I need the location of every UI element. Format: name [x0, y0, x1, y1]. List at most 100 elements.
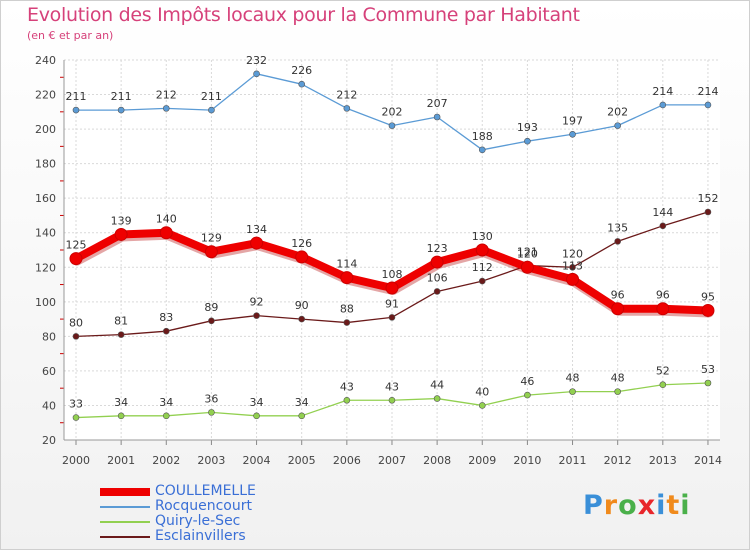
- data-point: [162, 105, 170, 112]
- legend-swatch: [100, 506, 150, 508]
- data-label: 46: [520, 375, 534, 388]
- data-point: [208, 106, 215, 114]
- data-point: [659, 101, 667, 109]
- data-label: 34: [114, 396, 128, 409]
- data-label: 89: [204, 301, 218, 314]
- data-label: 120: [517, 247, 538, 260]
- data-point: [72, 333, 80, 340]
- data-label: 114: [336, 258, 357, 271]
- data-point: [388, 396, 396, 404]
- data-point: [385, 281, 399, 295]
- y-tick-label: 200: [35, 123, 56, 136]
- data-label: 53: [701, 363, 715, 376]
- x-tick-label: 2013: [649, 454, 677, 467]
- proxiti-logo: Proxiti: [583, 490, 691, 521]
- x-tick-label: 2008: [423, 454, 451, 467]
- data-point: [614, 388, 621, 395]
- data-point: [430, 255, 444, 269]
- data-label: 95: [701, 290, 715, 303]
- data-point: [253, 412, 260, 420]
- data-label: 106: [427, 271, 448, 284]
- x-tick-label: 2014: [694, 454, 722, 467]
- data-label: 140: [156, 213, 177, 226]
- data-label: 33: [69, 398, 83, 411]
- data-label: 197: [562, 114, 583, 127]
- data-point: [208, 317, 215, 325]
- data-point: [298, 315, 306, 323]
- data-label: 43: [385, 380, 399, 393]
- chart-title: Evolution des Impôts locaux pour la Comm…: [27, 4, 580, 26]
- data-label: 81: [114, 315, 128, 328]
- data-point: [478, 277, 486, 285]
- data-label: 152: [697, 192, 718, 205]
- data-point: [117, 331, 125, 338]
- data-label: 126: [291, 237, 312, 250]
- y-tick-label: 80: [42, 330, 56, 343]
- data-point: [250, 236, 264, 250]
- data-label: 88: [340, 303, 354, 316]
- y-tick-label: 160: [35, 192, 56, 205]
- data-point: [343, 396, 351, 404]
- x-tick-label: 2001: [107, 454, 135, 467]
- x-tick-label: 2002: [152, 454, 180, 467]
- legend-label: Rocquencourt: [155, 498, 252, 514]
- y-tick-label: 180: [35, 158, 56, 171]
- data-label: 48: [566, 372, 580, 385]
- data-label: 91: [385, 297, 399, 310]
- data-point: [388, 122, 396, 129]
- data-point: [478, 402, 486, 409]
- data-label: 207: [427, 97, 448, 110]
- data-point: [614, 238, 621, 245]
- data-point: [569, 130, 576, 138]
- data-label: 44: [430, 379, 444, 392]
- data-label: 212: [156, 88, 177, 101]
- data-label: 121: [517, 246, 538, 259]
- chart-subtitle: (en € et par an): [27, 29, 114, 42]
- y-tick-label: 40: [42, 399, 56, 412]
- data-label: 134: [246, 223, 267, 236]
- x-tick-label: 2004: [243, 454, 271, 467]
- data-point: [569, 263, 576, 271]
- data-point: [159, 226, 173, 240]
- data-label: 202: [607, 106, 628, 119]
- data-label: 52: [656, 365, 670, 378]
- data-point: [704, 208, 712, 216]
- data-label: 108: [381, 268, 402, 281]
- data-label: 211: [111, 90, 132, 103]
- data-label: 90: [295, 299, 309, 312]
- legend-label: COULLEMELLE: [155, 483, 256, 499]
- legend-label: Quiry-le-Sec: [155, 513, 241, 529]
- data-point: [343, 105, 351, 112]
- data-point: [704, 101, 712, 109]
- y-tick-label: 220: [35, 89, 56, 102]
- data-point: [343, 319, 351, 326]
- data-label: 202: [381, 106, 402, 119]
- data-label: 112: [472, 261, 493, 274]
- data-label: 211: [66, 90, 87, 103]
- data-point: [253, 312, 260, 319]
- data-label: 120: [562, 247, 583, 260]
- data-point: [520, 260, 534, 274]
- data-point: [69, 252, 83, 266]
- x-tick-label: 2009: [468, 454, 496, 467]
- data-label: 232: [246, 54, 267, 67]
- data-label: 212: [336, 88, 357, 101]
- data-label: 123: [427, 242, 448, 255]
- data-point: [208, 409, 215, 416]
- data-label: 193: [517, 121, 538, 134]
- legend-swatch: [100, 488, 150, 496]
- y-tick-label: 140: [35, 227, 56, 240]
- data-label: 43: [340, 380, 354, 393]
- data-label: 188: [472, 130, 493, 143]
- data-point: [117, 412, 125, 420]
- data-point: [162, 327, 170, 335]
- legend-swatch: [100, 521, 150, 523]
- x-tick-label: 2007: [378, 454, 406, 467]
- data-point: [433, 113, 441, 121]
- legend-label: Esclainvillers: [155, 528, 246, 544]
- data-point: [478, 146, 486, 154]
- data-point: [72, 106, 80, 114]
- data-label: 129: [201, 232, 222, 245]
- data-label: 92: [250, 296, 264, 309]
- data-point: [701, 303, 715, 317]
